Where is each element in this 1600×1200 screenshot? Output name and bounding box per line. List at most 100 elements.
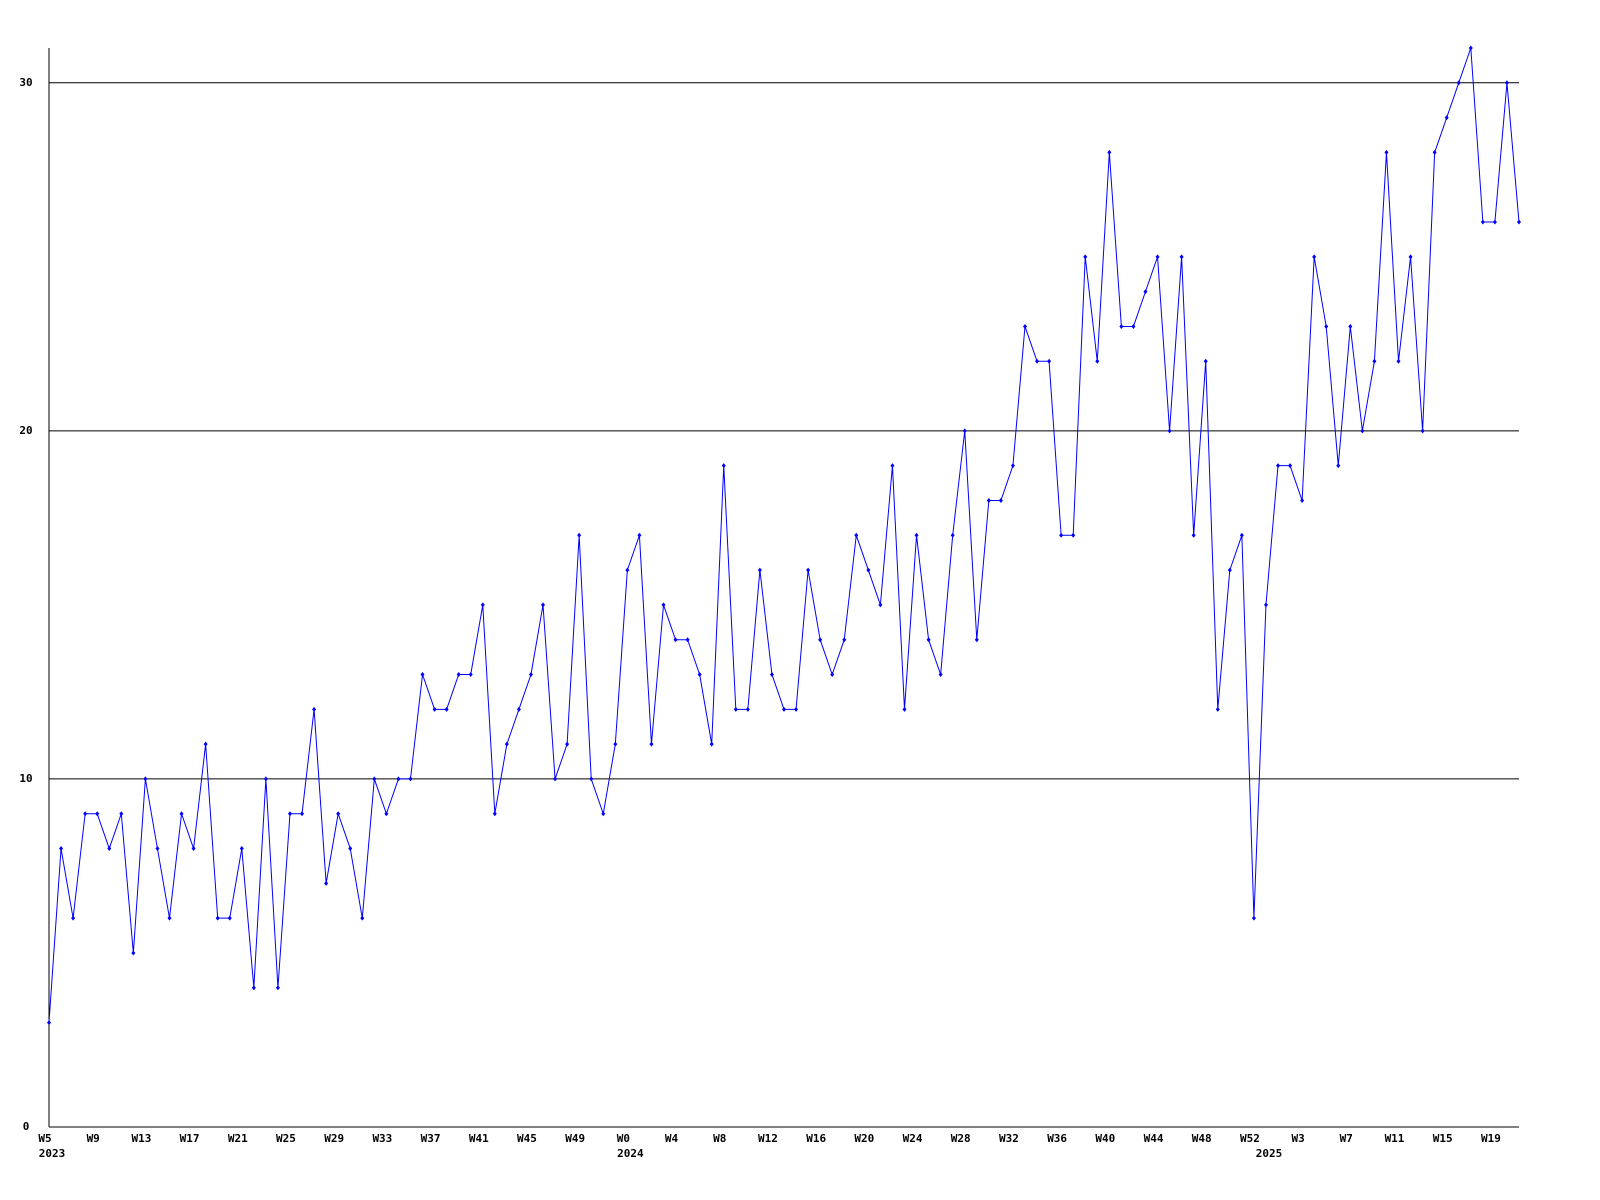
data-point bbox=[782, 706, 786, 712]
x-tick-label: W21 bbox=[228, 1132, 248, 1145]
data-point bbox=[1492, 219, 1497, 225]
data-point bbox=[468, 672, 473, 678]
x-tick-label: W16 bbox=[806, 1132, 826, 1145]
data-point bbox=[348, 846, 353, 852]
data-point bbox=[1408, 254, 1413, 260]
data-line bbox=[48, 47, 1520, 1023]
data-point bbox=[1444, 115, 1449, 121]
data-point bbox=[637, 532, 642, 538]
data-point bbox=[1360, 428, 1365, 434]
x-tick-label: W25 bbox=[276, 1132, 296, 1145]
x-tick-label: W36 bbox=[1047, 1132, 1067, 1145]
data-point bbox=[721, 463, 726, 469]
data-point bbox=[926, 637, 931, 643]
data-point bbox=[685, 637, 690, 643]
x-tick-label: W20 bbox=[854, 1132, 874, 1145]
x-tick-label: W49 bbox=[565, 1132, 585, 1145]
data-point bbox=[745, 706, 750, 712]
y-tick-label: 30 bbox=[19, 76, 32, 89]
data-point bbox=[914, 532, 919, 538]
data-point bbox=[107, 846, 112, 852]
x-tick-label: W40 bbox=[1095, 1132, 1115, 1145]
data-point bbox=[167, 915, 172, 921]
data-point bbox=[806, 567, 811, 573]
data-point bbox=[709, 741, 714, 747]
data-point bbox=[962, 428, 967, 434]
data-point bbox=[1468, 45, 1473, 51]
data-point bbox=[986, 497, 991, 503]
data-point bbox=[1095, 358, 1100, 364]
data-point bbox=[408, 776, 413, 782]
data-point bbox=[1227, 567, 1232, 573]
data-point bbox=[998, 497, 1003, 503]
data-point bbox=[143, 776, 148, 782]
data-point bbox=[300, 811, 305, 817]
data-point bbox=[155, 846, 160, 852]
data-point bbox=[95, 811, 100, 817]
data-point bbox=[1300, 497, 1305, 503]
x-tick-label: W37 bbox=[421, 1132, 441, 1145]
data-point bbox=[1179, 254, 1184, 260]
data-point bbox=[516, 706, 521, 712]
data-point bbox=[1288, 463, 1293, 469]
data-point bbox=[83, 811, 88, 817]
data-point bbox=[974, 637, 979, 643]
data-point bbox=[1203, 358, 1208, 364]
data-point bbox=[336, 811, 341, 817]
x-tick-label: W7 bbox=[1340, 1132, 1353, 1145]
data-point bbox=[1131, 323, 1136, 329]
data-point bbox=[275, 985, 280, 991]
data-point bbox=[866, 567, 871, 573]
data-point bbox=[1083, 254, 1088, 260]
data-point bbox=[1155, 254, 1160, 260]
data-point bbox=[287, 811, 292, 817]
x-tick-label: W52 bbox=[1240, 1132, 1260, 1145]
data-point bbox=[1517, 219, 1521, 225]
data-point bbox=[239, 846, 244, 852]
x-tick-label: W3 bbox=[1291, 1132, 1304, 1145]
data-point bbox=[601, 811, 606, 817]
x-tick-label: W19 bbox=[1481, 1132, 1501, 1145]
y-tick-label: 20 bbox=[19, 424, 32, 437]
data-point bbox=[191, 846, 196, 852]
x-tick-label: W13 bbox=[131, 1132, 151, 1145]
data-point bbox=[1119, 323, 1124, 329]
data-point bbox=[697, 672, 702, 678]
data-point bbox=[59, 846, 64, 852]
x-tick-label: W4 bbox=[665, 1132, 679, 1145]
x-tick-label: W8 bbox=[713, 1132, 726, 1145]
x-tick-label: W29 bbox=[324, 1132, 344, 1145]
data-point bbox=[131, 950, 136, 956]
data-point bbox=[1432, 149, 1437, 155]
x-year-label: 2024 bbox=[617, 1147, 644, 1160]
data-point bbox=[1071, 532, 1076, 538]
data-point bbox=[854, 532, 859, 538]
data-point bbox=[938, 672, 943, 678]
data-point bbox=[541, 602, 546, 608]
x-tick-label: W24 bbox=[903, 1132, 923, 1145]
data-point bbox=[456, 672, 461, 678]
data-point bbox=[842, 637, 847, 643]
x-tick-label: W45 bbox=[517, 1132, 537, 1145]
data-point bbox=[1035, 358, 1040, 364]
data-point bbox=[227, 915, 232, 921]
data-point bbox=[396, 776, 401, 782]
data-point bbox=[794, 706, 799, 712]
data-point bbox=[251, 985, 256, 991]
data-point bbox=[1239, 532, 1244, 538]
data-point bbox=[324, 880, 329, 886]
data-point bbox=[372, 776, 377, 782]
data-point bbox=[420, 672, 425, 678]
data-point bbox=[1167, 428, 1172, 434]
data-point bbox=[215, 915, 220, 921]
data-point bbox=[528, 672, 533, 678]
data-point bbox=[1324, 323, 1329, 329]
data-point bbox=[830, 672, 835, 678]
data-point bbox=[1336, 463, 1341, 469]
data-point bbox=[47, 1020, 51, 1026]
data-point bbox=[1348, 323, 1353, 329]
data-point bbox=[1480, 219, 1485, 225]
data-point bbox=[1059, 532, 1064, 538]
x-tick-label: W11 bbox=[1385, 1132, 1405, 1145]
data-point bbox=[384, 811, 389, 817]
